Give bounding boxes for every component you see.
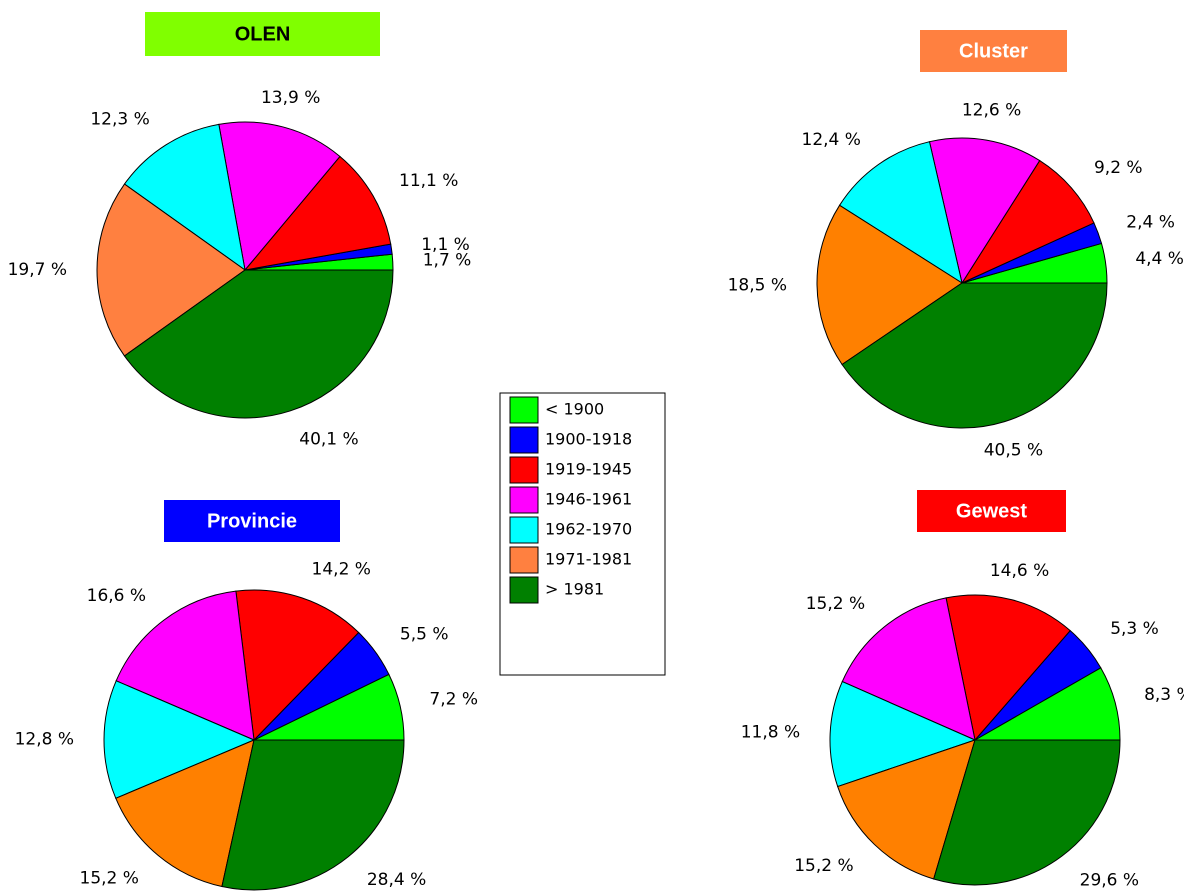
legend-label: 1946-1961 <box>545 490 632 509</box>
legend-swatch <box>509 426 539 454</box>
data-label: 13,9 % <box>261 88 320 108</box>
data-label: 14,6 % <box>990 561 1049 581</box>
legend-label: > 1981 <box>545 580 604 599</box>
title-box <box>920 30 1067 72</box>
legend-label: 1900-1918 <box>545 430 632 449</box>
data-label: 19,7 % <box>8 260 67 280</box>
legend-label: < 1900 <box>545 400 604 419</box>
legend-swatch <box>509 486 539 514</box>
data-label: 5,5 % <box>400 625 449 645</box>
data-label: 15,2 % <box>794 856 853 876</box>
data-label: 11,8 % <box>741 722 800 742</box>
legend-swatch <box>509 516 539 544</box>
pie-slice <box>115 739 255 888</box>
pie-slice <box>960 159 1095 285</box>
pie-slice <box>945 594 1071 742</box>
legend-label: 1962-1970 <box>545 520 632 539</box>
title-box <box>145 12 380 56</box>
legend-swatch <box>509 546 539 574</box>
data-label: 8,3 % <box>1144 685 1184 705</box>
data-label: 12,8 % <box>15 729 74 749</box>
legend-swatch <box>509 576 539 604</box>
legend-label: 1971-1981 <box>545 550 632 569</box>
title-box <box>164 500 340 542</box>
pie-slice <box>816 204 963 366</box>
pie-slice <box>123 123 246 272</box>
pie-slice <box>103 680 256 799</box>
title-box <box>917 490 1066 532</box>
data-label: 29,6 % <box>1080 870 1139 890</box>
legend-swatch <box>509 456 539 484</box>
chart-title: OLEN <box>235 23 291 45</box>
pie-slice <box>235 589 360 742</box>
pie-slice <box>841 597 976 741</box>
data-label: 2,4 % <box>1126 213 1175 233</box>
data-label: 9,2 % <box>1094 158 1143 178</box>
data-label: 12,6 % <box>962 101 1021 121</box>
data-label: 1,1 % <box>421 235 470 255</box>
data-label: 15,2 % <box>80 868 139 888</box>
data-label: 11,1 % <box>399 171 458 191</box>
pie-slice <box>218 121 341 272</box>
data-label: 18,5 % <box>728 276 787 296</box>
pie-slice <box>933 739 1121 886</box>
data-label: 16,6 % <box>87 586 146 606</box>
data-label: 12,4 % <box>802 130 861 150</box>
pie-slice <box>243 155 392 271</box>
pie-slice <box>96 183 246 357</box>
legend-swatch <box>509 396 539 424</box>
chart-title: Gewest <box>956 500 1027 522</box>
pie-slice <box>115 590 255 741</box>
pie-slice <box>123 269 394 419</box>
data-label: 12,3 % <box>90 110 149 130</box>
data-label: 40,5 % <box>984 440 1043 460</box>
pie-slice <box>837 739 976 880</box>
data-label: 28,4 % <box>367 870 426 890</box>
chart-title: Cluster <box>959 40 1028 62</box>
chart-title: Provincie <box>207 510 297 532</box>
pie-slice <box>841 282 1108 429</box>
pie-slice <box>829 680 977 788</box>
data-label: 14,2 % <box>312 559 371 579</box>
data-label: 7,2 % <box>429 690 478 710</box>
data-label: 4,4 % <box>1135 249 1184 269</box>
data-label: 1,7 % <box>423 250 472 270</box>
data-label: 15,2 % <box>806 594 865 614</box>
pie-slice <box>838 141 963 285</box>
data-label: 5,3 % <box>1110 619 1159 639</box>
pie-slice <box>928 137 1041 285</box>
pie-slice <box>221 739 405 891</box>
legend-label: 1919-1945 <box>545 460 632 479</box>
data-label: 40,1 % <box>299 430 358 450</box>
